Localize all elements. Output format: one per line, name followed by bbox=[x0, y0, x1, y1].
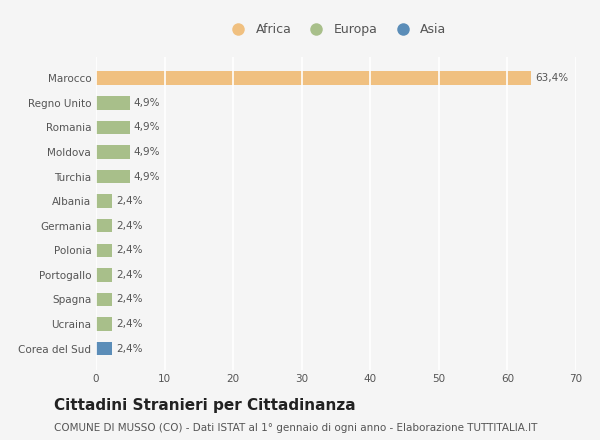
Text: 4,9%: 4,9% bbox=[134, 122, 160, 132]
Bar bbox=[96, 121, 130, 134]
Text: 4,9%: 4,9% bbox=[134, 172, 160, 182]
Bar bbox=[96, 243, 112, 257]
Bar bbox=[96, 293, 112, 306]
Text: Cittadini Stranieri per Cittadinanza: Cittadini Stranieri per Cittadinanza bbox=[54, 398, 356, 413]
Text: 2,4%: 2,4% bbox=[116, 344, 143, 354]
Text: 63,4%: 63,4% bbox=[535, 73, 568, 83]
Bar bbox=[96, 71, 531, 85]
Bar bbox=[96, 342, 112, 356]
Text: 2,4%: 2,4% bbox=[116, 319, 143, 329]
Bar bbox=[96, 268, 112, 282]
Legend: Africa, Europa, Asia: Africa, Europa, Asia bbox=[222, 20, 450, 40]
Bar bbox=[96, 96, 130, 110]
Bar bbox=[96, 317, 112, 331]
Bar bbox=[96, 145, 130, 159]
Bar bbox=[96, 219, 112, 232]
Text: 4,9%: 4,9% bbox=[134, 98, 160, 108]
Text: COMUNE DI MUSSO (CO) - Dati ISTAT al 1° gennaio di ogni anno - Elaborazione TUTT: COMUNE DI MUSSO (CO) - Dati ISTAT al 1° … bbox=[54, 423, 538, 433]
Text: 2,4%: 2,4% bbox=[116, 221, 143, 231]
Bar bbox=[96, 194, 112, 208]
Text: 2,4%: 2,4% bbox=[116, 270, 143, 280]
Text: 2,4%: 2,4% bbox=[116, 196, 143, 206]
Text: 4,9%: 4,9% bbox=[134, 147, 160, 157]
Text: 2,4%: 2,4% bbox=[116, 294, 143, 304]
Text: 2,4%: 2,4% bbox=[116, 245, 143, 255]
Bar bbox=[96, 170, 130, 183]
